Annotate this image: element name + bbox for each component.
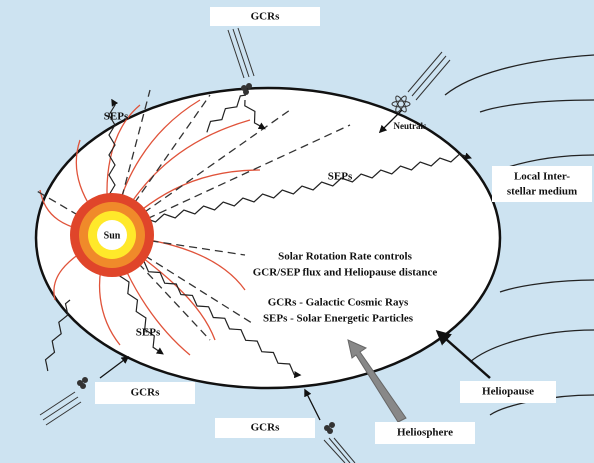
note-line: Solar Rotation Rate controls bbox=[278, 251, 412, 263]
wavy-path bbox=[206, 94, 247, 133]
arrows bbox=[99, 109, 491, 421]
gcrs-label: GCRs bbox=[251, 11, 280, 23]
cosmic-ray-particles bbox=[77, 83, 335, 434]
neutrals-label: Neutrals bbox=[394, 121, 427, 131]
legend-line: SEPs - Solar Energetic Particles bbox=[263, 313, 414, 325]
legend-line: GCRs - Galactic Cosmic Rays bbox=[268, 297, 409, 309]
heliosphere-label: Heliosphere bbox=[397, 427, 453, 439]
sun-label: Sun bbox=[104, 230, 121, 241]
neutral-atom bbox=[391, 95, 411, 113]
medium-label: stellar medium bbox=[507, 186, 577, 198]
label-boxes bbox=[95, 7, 592, 444]
particle-paths bbox=[44, 94, 472, 379]
wavy-path bbox=[108, 98, 119, 211]
wavy-path bbox=[118, 269, 164, 355]
seps-label: SEPs bbox=[104, 111, 129, 123]
gcrs-label: GCRs bbox=[131, 387, 160, 399]
note-line: GCR/SEP flux and Heliopause distance bbox=[253, 267, 438, 279]
wavy-path bbox=[244, 99, 266, 130]
wavy-path bbox=[44, 299, 71, 372]
gcrs-label: GCRs bbox=[251, 422, 280, 434]
wavy-path bbox=[149, 152, 472, 223]
seps-label: SEPs bbox=[136, 327, 161, 339]
sun bbox=[70, 193, 154, 277]
incoming-rays bbox=[39, 27, 451, 463]
seps-label: SEPs bbox=[328, 171, 353, 183]
heliosphere-pointer bbox=[347, 339, 407, 423]
wavy-path bbox=[129, 254, 302, 379]
heliopause-label: Heliopause bbox=[482, 386, 534, 398]
medium-label: Local Inter- bbox=[514, 171, 570, 183]
